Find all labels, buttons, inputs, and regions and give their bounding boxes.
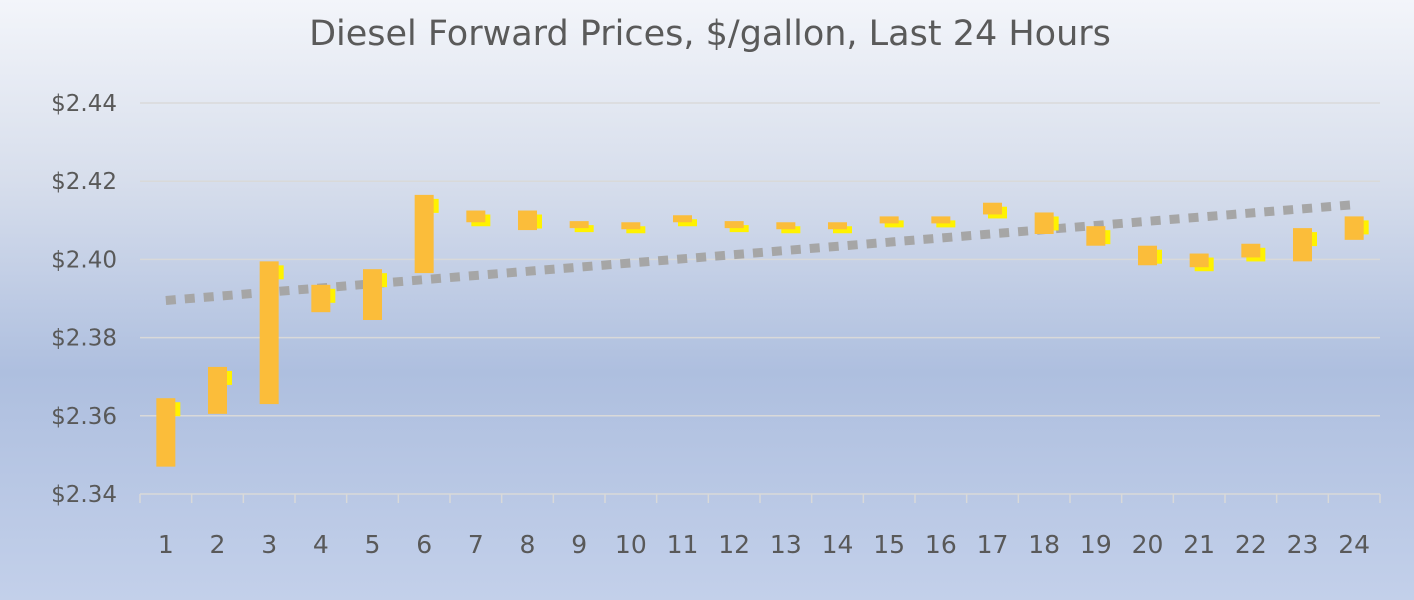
candlestick <box>828 222 852 234</box>
y-tick-label: $2.38 <box>51 326 117 352</box>
candle-body <box>776 222 796 230</box>
candle-body <box>724 221 744 229</box>
x-tick-label: 11 <box>667 530 699 559</box>
x-tick-label: 14 <box>822 530 854 559</box>
candlestick <box>724 221 749 233</box>
candle-body <box>1344 216 1364 240</box>
x-tick-label: 2 <box>210 530 226 559</box>
candle-body <box>1034 212 1054 234</box>
candle-highlight <box>781 226 801 234</box>
x-tick-label: 4 <box>313 530 329 559</box>
candle-body <box>1086 226 1106 246</box>
x-tick-label: 17 <box>977 530 1009 559</box>
trendline <box>165 200 1355 305</box>
y-tick-label: $2.42 <box>51 169 117 195</box>
x-tick-label: 12 <box>718 530 750 559</box>
candlestick <box>311 284 336 313</box>
candle-body <box>259 261 279 405</box>
x-tick-label: 19 <box>1080 530 1112 559</box>
candlestick <box>1138 245 1162 266</box>
candlestick <box>776 222 801 234</box>
y-tick-label: $2.44 <box>51 91 117 117</box>
candlestick <box>983 202 1007 219</box>
candle-highlight <box>678 219 697 227</box>
candle-highlight <box>936 220 956 228</box>
candle-body <box>1293 228 1312 262</box>
candlestick <box>1241 243 1266 262</box>
candle-body <box>569 221 589 229</box>
candle-body <box>983 202 1002 215</box>
x-tick-label: 16 <box>925 530 957 559</box>
candlestick <box>673 215 697 227</box>
candle-highlight <box>884 220 904 228</box>
x-tick-label: 9 <box>571 530 587 559</box>
x-tick-label: 22 <box>1235 530 1267 559</box>
candle-highlight <box>833 226 852 234</box>
x-axis <box>139 493 1381 503</box>
candlestick <box>1086 226 1111 246</box>
candlestick <box>156 398 181 467</box>
candle-body <box>363 269 382 321</box>
y-tick-label: $2.34 <box>51 482 117 508</box>
candle-body <box>931 216 951 224</box>
candle-body <box>518 210 537 231</box>
candle-body <box>1241 243 1261 258</box>
candlestick <box>879 216 904 228</box>
candlesticks <box>156 194 1369 467</box>
candle-body <box>311 284 331 313</box>
x-tick-label: 1 <box>158 530 174 559</box>
candle-body <box>466 210 486 223</box>
x-tick-label: 5 <box>365 530 381 559</box>
candlestick <box>1034 212 1059 234</box>
candle-body <box>621 222 641 230</box>
candle-body <box>673 215 692 223</box>
y-tick-label: $2.40 <box>51 247 117 273</box>
candle-highlight <box>574 225 594 233</box>
x-tick-label: 7 <box>468 530 484 559</box>
candle-body <box>414 194 434 274</box>
candle-body <box>156 398 176 467</box>
candle-body <box>1138 245 1157 266</box>
x-tick-label: 3 <box>261 530 277 559</box>
candlestick <box>414 194 439 274</box>
x-tick-label: 15 <box>873 530 905 559</box>
x-tick-label: 23 <box>1287 530 1319 559</box>
x-tick-label: 24 <box>1338 530 1370 559</box>
candlestick <box>259 261 284 405</box>
candle-body <box>879 216 899 224</box>
x-tick-label: 20 <box>1132 530 1164 559</box>
x-tick-label: 10 <box>615 530 647 559</box>
candlestick <box>621 222 646 234</box>
y-axis-labels: $2.34 $2.36 $2.38 $2.40 $2.42 $2.44 <box>51 91 117 508</box>
candlestick <box>1189 253 1214 272</box>
candlestick <box>1293 228 1317 262</box>
chart-title: Diesel Forward Prices, $/gallon, Last 24… <box>309 14 1111 54</box>
candle-body <box>1189 253 1209 268</box>
candle-highlight <box>729 225 749 233</box>
candlestick <box>518 210 542 231</box>
candle-body <box>208 366 227 414</box>
candlestick <box>208 366 232 414</box>
candlestick <box>466 210 491 227</box>
y-tick-label: $2.36 <box>51 404 117 430</box>
candlestick <box>931 216 956 228</box>
candlestick <box>1344 216 1369 240</box>
candle-highlight <box>626 226 646 234</box>
x-tick-label: 13 <box>770 530 802 559</box>
trendline-layer <box>165 200 1355 305</box>
candle-body <box>828 222 847 230</box>
x-axis-labels: 1 2 3 4 5 6 7 8 9 10 11 12 13 14 15 16 17 18 19 20 21 22 23 24 <box>158 530 1370 559</box>
candlestick <box>363 269 387 321</box>
x-tick-label: 21 <box>1183 530 1215 559</box>
x-tick-label: 6 <box>416 530 432 559</box>
candlestick <box>569 221 594 233</box>
gridlines <box>140 102 1380 417</box>
x-tick-label: 18 <box>1028 530 1060 559</box>
x-tick-label: 8 <box>520 530 536 559</box>
